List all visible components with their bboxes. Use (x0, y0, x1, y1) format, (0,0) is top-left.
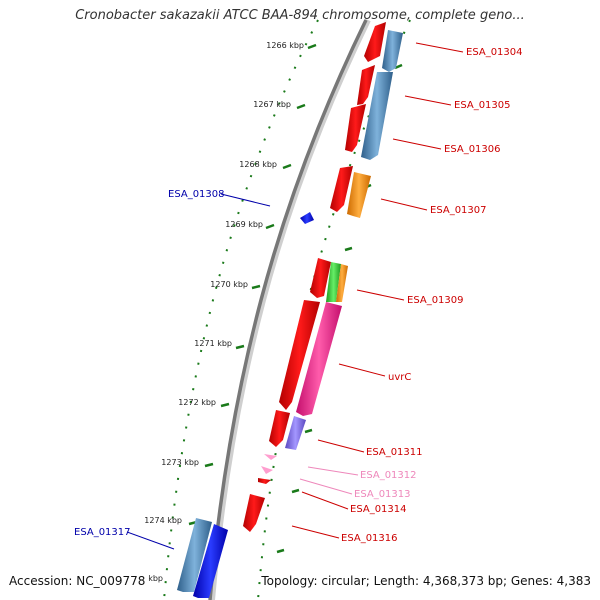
tick-label: 1271 kbp (194, 339, 232, 348)
tick-label: 1266 kbp (266, 41, 304, 50)
gene-label: ESA_01308 (168, 189, 225, 200)
topology-label: Topology: circular; Length: 4,368,373 bp… (261, 574, 591, 588)
tick-label: kbp (148, 574, 163, 583)
reverse-cds-track (177, 30, 403, 598)
gene-cds (261, 466, 273, 474)
gene-cds (345, 104, 366, 152)
tick-label: 1267 kbp (253, 100, 291, 109)
gene-cds (177, 518, 212, 592)
accession-label: Accession: NC_009778 (9, 574, 146, 588)
gene-cds (310, 258, 331, 298)
tick-label: 1272 kbp (178, 398, 216, 407)
gene-cds (269, 410, 290, 447)
gene-label: uvrC (388, 372, 411, 383)
gene-cds (361, 72, 393, 160)
gene-cds (264, 454, 277, 460)
gene-cds (326, 262, 341, 302)
gene-cds (279, 300, 320, 410)
gene-cds (300, 212, 314, 224)
gene-label: ESA_01307 (430, 205, 487, 216)
tick-label: 1274 kbp (144, 516, 182, 525)
gene-label: ESA_01311 (366, 447, 423, 458)
gene-cds (347, 172, 371, 218)
gene-cds (336, 264, 348, 302)
gene-label: ESA_01305 (454, 100, 511, 111)
gene-label: ESA_01314 (350, 504, 407, 515)
inner-tick-arc (163, 19, 319, 600)
backbone-shadow (209, 18, 371, 600)
gene-cds (296, 302, 342, 416)
tick-label: 1273 kbp (161, 458, 199, 467)
gene-label: ESA_01304 (466, 47, 523, 58)
tick-label: 1270 kbp (210, 280, 248, 289)
gene-label: ESA_01312 (360, 470, 417, 481)
gene-cds (330, 166, 353, 212)
tick-label: 1268 kbp (239, 160, 277, 169)
forward-cds-track (243, 22, 386, 532)
gene-cds (357, 65, 375, 105)
gene-cds (243, 494, 265, 532)
map-title: Cronobacter sakazakii ATCC BAA-894 chrom… (75, 8, 525, 23)
gene-label: ESA_01309 (407, 295, 464, 306)
gene-label: ESA_01313 (354, 489, 411, 500)
gene-cds (364, 22, 386, 62)
gene-label: ESA_01306 (444, 144, 501, 155)
tick-label: 1269 kbp (225, 220, 263, 229)
gene-cds (382, 30, 403, 72)
gene-cds (285, 416, 306, 450)
major-ticks (188, 43, 317, 526)
gene-label: ESA_01317 (74, 527, 131, 538)
label-pointers (126, 42, 464, 550)
gene-cds (258, 478, 271, 484)
gene-label: ESA_01316 (341, 533, 398, 544)
gene-cds (193, 524, 228, 598)
chromosome-backbone (208, 19, 368, 600)
